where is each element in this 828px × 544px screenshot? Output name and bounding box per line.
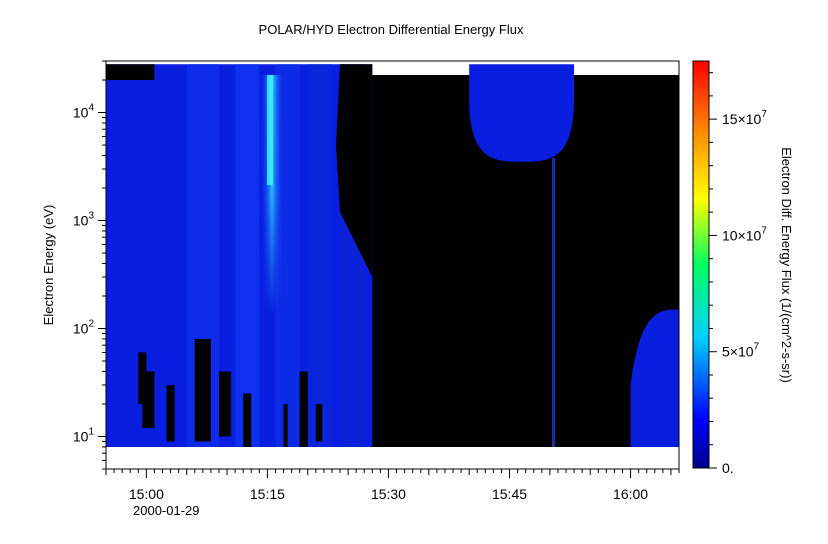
flux-band	[307, 64, 332, 447]
flux-gap	[299, 371, 308, 447]
flux-gap	[218, 371, 232, 437]
flux-region-1600	[630, 309, 679, 447]
x-tick-label: 15:30	[371, 486, 406, 502]
flux-gap	[315, 403, 323, 442]
vertical-line-15-51	[552, 158, 555, 447]
flux-gap	[142, 371, 155, 428]
flux-gap	[283, 403, 288, 447]
flux-layer	[106, 64, 679, 447]
colorbar-axis: 0. 5×107 10×107 15×107	[709, 72, 767, 476]
flux-gap	[336, 64, 373, 277]
x-tick-label: 16:00	[613, 486, 648, 502]
flux-gap	[243, 393, 252, 447]
cyan-streak-core	[267, 75, 273, 185]
x-tick-label: 15:00	[129, 486, 164, 502]
y-tick-label: 104	[73, 103, 95, 121]
flux-band	[235, 64, 260, 447]
colorbar-tick-label: 0.	[722, 460, 734, 476]
plot-frame	[105, 60, 680, 470]
y-tick-label: 103	[73, 211, 95, 229]
flux-gap	[106, 64, 155, 81]
x-tick-label: 15:45	[492, 486, 527, 502]
y-axis: 101 102 103 104	[73, 60, 106, 470]
y-axis-label: Electron Energy (eV)	[41, 205, 56, 326]
colorbar-label: Electron Diff. Energy Flux (1/(cm^2-s-sr…	[779, 147, 794, 383]
x-axis: 15:00 15:15 15:30 15:45 16:00	[105, 469, 680, 502]
colorbar-tick-label: 5×107	[722, 342, 760, 360]
cyan-streak	[261, 75, 283, 315]
x-tick-label: 15:15	[250, 486, 285, 502]
flux-gap	[194, 338, 211, 442]
flux-region-1540	[469, 64, 575, 162]
colorbar	[692, 60, 710, 469]
flux-gap	[166, 384, 175, 442]
chart-title: POLAR/HYD Electron Differential Energy F…	[259, 22, 524, 37]
colorbar-tick-label: 15×107	[722, 109, 767, 127]
y-tick-label: 102	[73, 319, 95, 337]
plot-area	[106, 61, 679, 469]
y-tick-label: 101	[73, 426, 95, 444]
colorbar-tick-label: 10×107	[722, 225, 767, 243]
date-label: 2000-01-29	[133, 503, 200, 518]
